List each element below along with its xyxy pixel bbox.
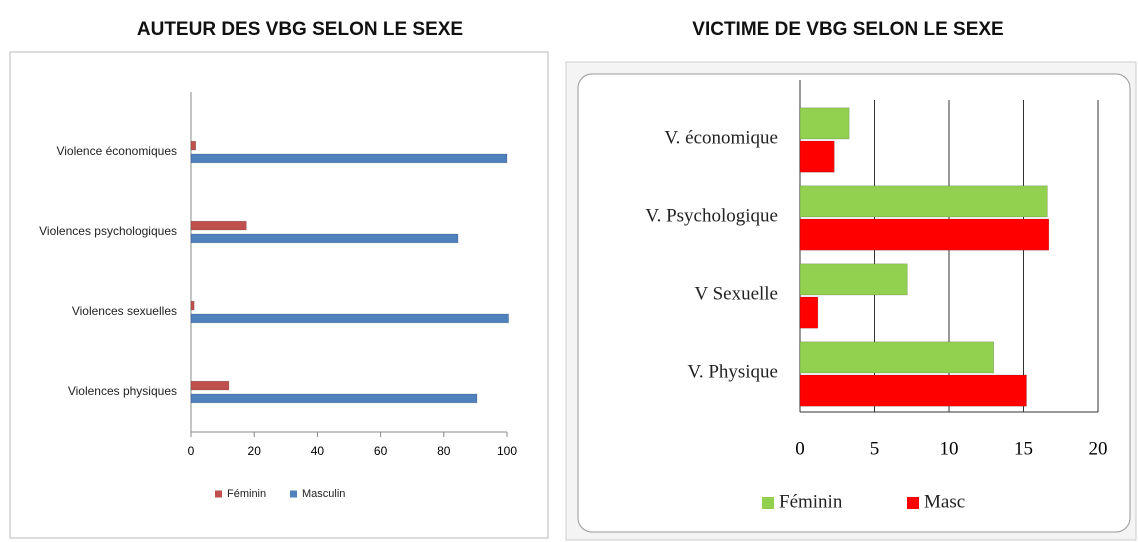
bar (190, 140, 197, 151)
x-tick-label: 0 (795, 438, 805, 459)
x-tick-label: 20 (1089, 438, 1108, 459)
left-panel (9, 51, 549, 539)
bar (190, 313, 509, 324)
y-tick-label: Violence économiques (56, 144, 177, 158)
legend-label: Masc (924, 491, 965, 512)
bar (799, 263, 908, 296)
y-tick-label: V. économique (664, 127, 778, 148)
bar (799, 296, 819, 329)
legend-swatch (290, 490, 297, 498)
y-tick-label: V. Physique (688, 361, 778, 382)
x-tick-label: 5 (870, 438, 880, 459)
y-tick-label: V. Psychologique (645, 205, 778, 226)
y-tick-label: Violences physiques (68, 384, 177, 398)
bar (799, 185, 1048, 218)
x-tick-label: 60 (374, 444, 388, 458)
right-panel (577, 73, 1131, 533)
bar (190, 380, 230, 391)
chart-title: VICTIME DE VBG SELON LE SEXE (692, 19, 1003, 40)
legend-label: Féminin (227, 488, 266, 500)
chart-title: AUTEUR DES VBG SELON LE SEXE (137, 19, 463, 40)
legend-swatch (762, 497, 774, 509)
bar (190, 153, 508, 164)
bar (190, 220, 247, 231)
bar (190, 233, 459, 244)
bar (799, 140, 835, 173)
bar (799, 107, 850, 140)
legend-label: Féminin (779, 491, 843, 512)
x-tick-label: 15 (1014, 438, 1033, 459)
x-tick-label: 20 (248, 444, 262, 458)
bar (799, 341, 994, 374)
x-tick-label: 80 (437, 444, 451, 458)
bar (190, 300, 195, 311)
legend-label: Masculin (302, 488, 345, 500)
x-tick-label: 10 (940, 438, 959, 459)
y-tick-label: V Sexuelle (694, 283, 778, 304)
x-tick-label: 100 (497, 444, 517, 458)
bar (799, 374, 1027, 407)
x-tick-label: 40 (311, 444, 325, 458)
x-tick-label: 0 (188, 444, 195, 458)
bar (190, 393, 478, 404)
legend-swatch (215, 490, 222, 498)
legend-swatch (907, 497, 919, 509)
bar (799, 218, 1050, 251)
y-tick-label: Violences psychologiques (39, 224, 177, 238)
y-tick-label: Violences sexuelles (72, 304, 177, 318)
